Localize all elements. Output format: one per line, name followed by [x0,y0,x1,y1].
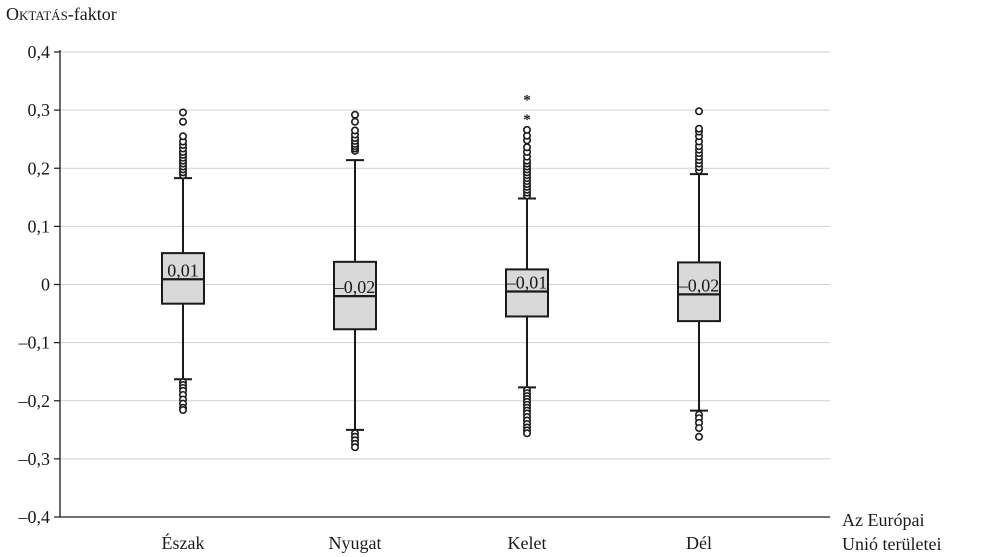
outlier-point [694,432,703,441]
box-group: –0,01 * * [505,92,549,438]
box-group: –0,02 [677,107,721,441]
iqr-box [505,268,549,318]
outlier-point [350,443,359,452]
x-tick-label: Kelet [508,533,547,553]
y-axis-label: Oktatás-faktor [6,4,117,25]
y-axis-label-prefix: Oktatás [6,4,68,24]
boxes: 0,01 –0,02 –0,01 * * –0,02 [161,92,721,452]
y-tick-label: 0 [41,275,50,295]
y-tick-label: 0,2 [28,158,51,178]
x-tick-labels: Észak Nyugat Kelet Dél [162,532,712,553]
outlier-point [522,125,531,134]
y-tick-label: 0,4 [28,42,51,62]
extreme-point: * [523,112,531,128]
outlier-point [179,132,188,141]
outlier-point [694,124,703,133]
y-tick-label: –0,1 [18,333,51,353]
outlier-point [694,424,703,433]
box-group: 0,01 [161,108,205,415]
box-group: –0,02 [333,110,377,452]
outlier-point [522,429,531,438]
x-tick-label: Dél [686,533,712,553]
outlier-point [350,117,359,126]
median-label: 0,01 [167,260,199,280]
outlier-point [179,117,188,126]
y-tick-label: –0,3 [18,449,51,469]
x-axis-label-line2: Unió területei [842,534,942,554]
y-tick-label: –0,2 [18,391,51,411]
axes: 0,4 0,3 0,2 0,1 0 –0,1 –0,2 –0,3 –0,4 [18,42,830,527]
iqr-box [677,261,721,323]
extreme-point: * [523,92,531,108]
outlier-point [179,406,188,415]
median-label: –0,01 [506,272,548,292]
y-tick-label: 0,3 [28,100,51,120]
y-tick-label: 0,1 [28,216,51,236]
x-tick-label: Nyugat [329,533,382,553]
y-axis-label-suffix: -faktor [67,4,117,24]
x-axis-label-line1: Az Európai [842,510,925,530]
median-label: –0,02 [334,277,376,297]
outlier-point [694,107,703,116]
outlier-point [350,110,359,119]
x-axis-label: Az Európai Unió területei [842,508,941,556]
y-tick-label: –0,4 [18,507,51,527]
median-label: –0,02 [678,275,720,295]
x-tick-label: Észak [162,532,205,553]
outlier-point [179,108,188,117]
outlier-point [350,126,359,135]
outlier-point [522,143,531,152]
